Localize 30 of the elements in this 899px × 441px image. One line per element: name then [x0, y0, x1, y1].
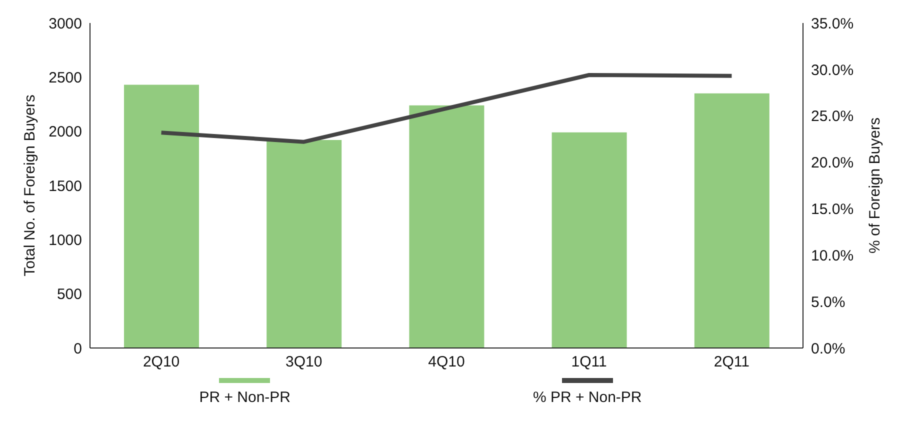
y2-axis-title: % of Foreign Buyers — [866, 118, 884, 254]
bar — [694, 93, 770, 348]
y2-tick-label: 15.0% — [811, 201, 854, 218]
y2-tick-label: 10.0% — [811, 247, 854, 264]
x-tick-label: 4Q10 — [428, 354, 465, 371]
bar — [552, 132, 627, 348]
y2-tick-label: 35.0% — [811, 15, 854, 32]
bar — [266, 140, 342, 348]
y2-tick-label: 25.0% — [811, 108, 854, 126]
y-tick-label: 0 — [74, 340, 82, 358]
y2-tick-label: 5.0% — [811, 294, 846, 311]
legend-label: % PR + Non-PR — [532, 389, 642, 406]
x-tick-label: 1Q11 — [571, 354, 607, 371]
y-tick-label: 1500 — [48, 178, 82, 195]
bar — [124, 84, 199, 348]
x-tick-label: 2Q10 — [142, 354, 180, 371]
y-axis-title: Total No. of Foreign Buyers — [21, 94, 38, 276]
bar — [409, 105, 484, 348]
x-tick-label: 2Q11 — [714, 354, 750, 371]
y2-tick-label: 0.0% — [811, 340, 846, 358]
y2-tick-label: 30.0% — [811, 62, 854, 79]
x-tick-label: 3Q10 — [286, 354, 322, 371]
legend-label: PR + Non-PR — [199, 389, 291, 406]
y-tick-label: 500 — [56, 286, 82, 304]
y-tick-label: 2500 — [48, 69, 82, 86]
line-series — [159, 73, 734, 144]
y-tick-label: 2000 — [48, 124, 82, 141]
y-tick-label: 1000 — [48, 232, 82, 249]
y2-tick-label: 20.0% — [811, 154, 854, 172]
y-tick-label: 3000 — [48, 15, 82, 32]
